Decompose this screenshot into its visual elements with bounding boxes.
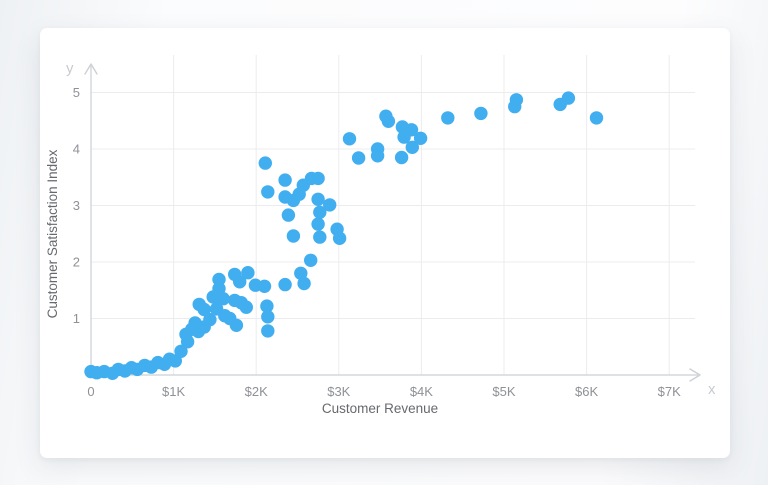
gridlines: [91, 55, 695, 375]
tick-labels: 0 $1K $2K $3K $4K $5K $6K $7K 1 2 3 4 5: [73, 85, 681, 399]
y-tick-label: 1: [73, 311, 80, 326]
y-axis-arrow-icon: [84, 63, 98, 75]
x-tick-label: $6K: [575, 384, 598, 399]
x-tick-label: $7K: [658, 384, 681, 399]
data-point[interactable]: [174, 344, 188, 358]
y-tick-label: 3: [73, 198, 80, 213]
data-point[interactable]: [239, 300, 253, 314]
data-point[interactable]: [294, 266, 308, 280]
data-point[interactable]: [381, 114, 396, 128]
data-point[interactable]: [257, 279, 272, 293]
data-point[interactable]: [258, 156, 272, 170]
data-point[interactable]: [229, 318, 244, 332]
data-point[interactable]: [180, 335, 195, 349]
data-point[interactable]: [589, 111, 604, 125]
x-tick-label: $4K: [410, 384, 433, 399]
data-point[interactable]: [311, 192, 325, 206]
data-point[interactable]: [203, 312, 217, 327]
x-tick-label: $2K: [245, 384, 268, 399]
data-point[interactable]: [278, 173, 292, 187]
data-point[interactable]: [413, 131, 428, 145]
data-point[interactable]: [474, 106, 488, 121]
x-tick-label: 0: [87, 384, 94, 399]
data-point[interactable]: [216, 292, 230, 306]
y-tick-label: 4: [73, 142, 80, 157]
data-point[interactable]: [197, 302, 211, 317]
y-axis-title: Customer Satisfaction Index: [45, 149, 60, 318]
data-point[interactable]: [286, 229, 301, 243]
x-tick-label: $1K: [162, 384, 185, 399]
data-point[interactable]: [278, 277, 292, 292]
data-point[interactable]: [441, 111, 455, 125]
x-tick-label: $3K: [327, 384, 350, 399]
chart-card: 0 $1K $2K $3K $4K $5K $6K $7K 1 2 3 4 5 Customer Rev…: [40, 28, 730, 458]
data-point[interactable]: [311, 217, 325, 231]
data-point[interactable]: [313, 230, 327, 244]
data-point[interactable]: [404, 123, 419, 137]
y-tick-label: 2: [73, 255, 80, 270]
x-axis-letter: x: [708, 381, 716, 398]
x-axis-arrow-icon: [689, 368, 701, 382]
x-axis-title: Customer Revenue: [322, 401, 438, 416]
data-point[interactable]: [342, 132, 357, 146]
data-point[interactable]: [313, 205, 327, 219]
data-point[interactable]: [297, 276, 311, 291]
data-points: [84, 91, 604, 380]
data-point[interactable]: [304, 253, 318, 267]
data-point[interactable]: [212, 272, 226, 287]
data-point[interactable]: [509, 93, 524, 107]
data-point[interactable]: [405, 140, 419, 154]
data-point[interactable]: [241, 266, 255, 280]
data-point[interactable]: [261, 324, 275, 338]
data-point[interactable]: [323, 198, 337, 212]
data-point[interactable]: [332, 231, 347, 245]
axes: [84, 63, 701, 382]
data-point[interactable]: [233, 275, 247, 289]
scatter-chart: 0 $1K $2K $3K $4K $5K $6K $7K 1 2 3 4 5 Customer Rev…: [45, 55, 716, 416]
data-point[interactable]: [261, 310, 275, 324]
data-point[interactable]: [561, 91, 576, 105]
y-axis-letter: y: [66, 60, 74, 77]
data-point[interactable]: [394, 150, 409, 165]
data-point[interactable]: [260, 299, 274, 313]
data-point[interactable]: [281, 208, 296, 222]
data-point[interactable]: [311, 171, 325, 186]
y-tick-label: 5: [73, 85, 80, 100]
x-tick-label: $5K: [492, 384, 515, 399]
data-point[interactable]: [261, 185, 275, 199]
data-point[interactable]: [370, 149, 385, 163]
data-point[interactable]: [351, 151, 366, 165]
